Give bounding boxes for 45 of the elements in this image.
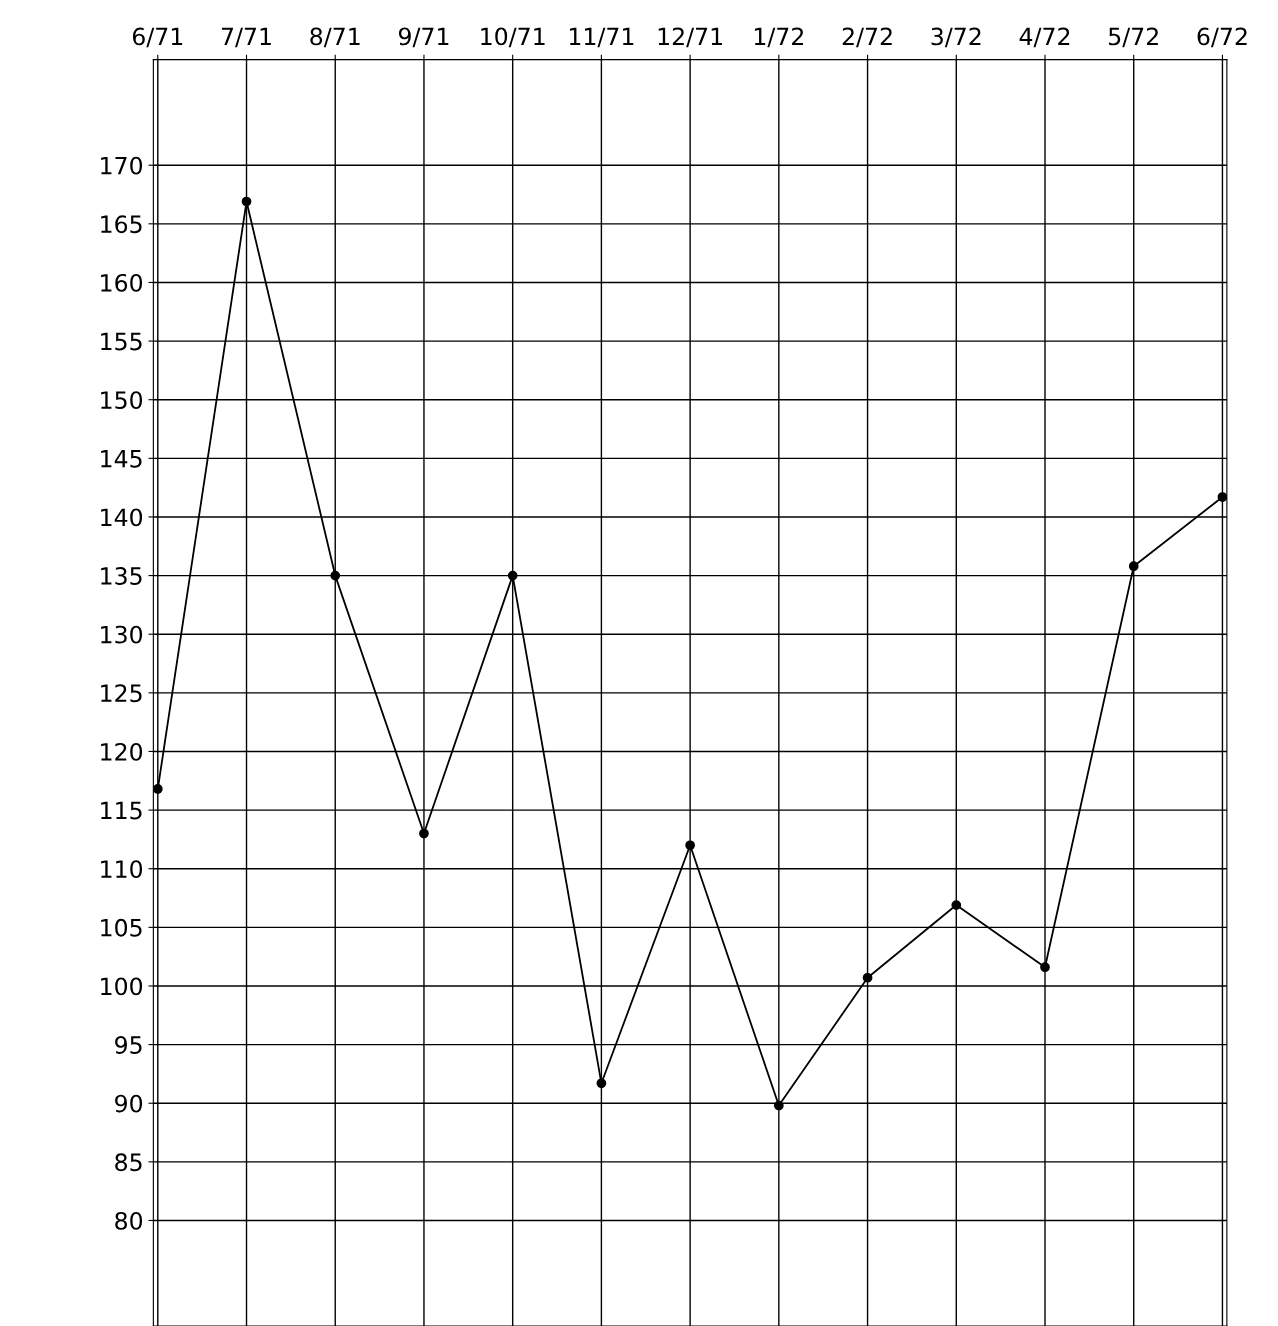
y-tick-label: 110 — [101, 860, 143, 879]
y-tick-label: 165 — [101, 215, 142, 234]
point — [862, 972, 873, 983]
y-tick-label: 120 — [101, 742, 143, 761]
y-tick-label: 155 — [101, 332, 142, 351]
point — [1040, 962, 1050, 973]
y-tick-label: 170 — [101, 156, 143, 175]
y-tick-label: 105 — [101, 918, 142, 937]
y-tick-label: 80 — [115, 1211, 143, 1230]
point — [507, 570, 518, 581]
point — [1128, 561, 1139, 572]
point — [1217, 492, 1227, 502]
x-tick-label: 4/72 — [1019, 27, 1070, 48]
y-tick-label: 145 — [101, 450, 142, 468]
x-tick-label: 11/71 — [569, 27, 634, 48]
y-tick-label: 90 — [115, 1094, 143, 1113]
y-tick-label: 100 — [101, 977, 143, 996]
y-tick-label: 160 — [101, 273, 143, 292]
y-tick-label: 130 — [101, 625, 143, 644]
point — [685, 840, 695, 851]
x-tick-label: 2/72 — [842, 27, 892, 48]
point — [330, 570, 341, 581]
x-tick-label: 8/71 — [310, 27, 360, 48]
point — [419, 828, 429, 839]
point — [153, 784, 163, 794]
point — [596, 1078, 607, 1089]
x-tick-label: 10/71 — [481, 27, 545, 48]
y-tick-label: 115 — [101, 801, 142, 820]
y-tick-label: 140 — [101, 508, 143, 527]
x-tick-label: 5/72 — [1109, 27, 1158, 48]
x-tick-label: 7/71 — [221, 27, 271, 48]
y-tick-label: 85 — [115, 1153, 142, 1172]
point — [773, 1100, 784, 1111]
y-tick-label: 95 — [115, 1036, 142, 1054]
point — [951, 900, 962, 910]
x-tick-label: 1/72 — [754, 27, 803, 48]
y-tick-label: 150 — [101, 391, 143, 410]
y-tick-label: 125 — [101, 684, 142, 703]
x-tick-label: 9/71 — [398, 27, 449, 48]
point — [241, 196, 252, 207]
y-tick-label: 135 — [101, 567, 142, 585]
x-tick-label: 3/72 — [931, 27, 981, 48]
x-tick-label: 6/71 — [132, 27, 183, 48]
x-tick-label: 6/72 — [1197, 27, 1247, 48]
x-tick-label: 12/71 — [658, 27, 722, 48]
